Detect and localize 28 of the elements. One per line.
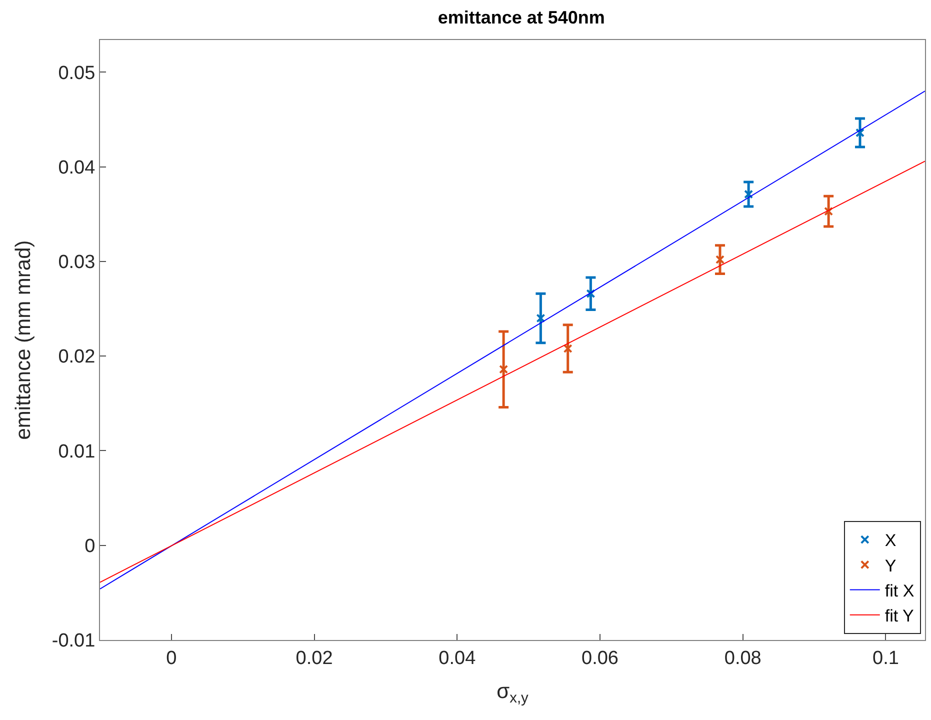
legend-label: fit X: [884, 581, 914, 600]
x-tick-label: 0: [166, 648, 177, 669]
point: [586, 289, 596, 298]
legend-label: Y: [884, 556, 896, 576]
y-tick-label: -0.01: [52, 630, 96, 652]
x-tick-label: 0.08: [724, 648, 762, 669]
point: [824, 206, 834, 216]
legend-label: X: [884, 531, 896, 550]
y-tick-label: 0.01: [58, 441, 96, 462]
point: [536, 314, 546, 323]
x-tick-label: 0.02: [296, 648, 333, 669]
point: [499, 364, 508, 374]
x-tick-label: 0.04: [438, 648, 476, 669]
point: [856, 128, 864, 138]
x-tick-label: 0.06: [582, 648, 618, 669]
point: [716, 255, 724, 264]
point: [563, 344, 572, 354]
y-axis-title: emittance (mm mrad): [12, 240, 36, 440]
y-tick-label: 0.04: [58, 157, 96, 178]
legend-label: fit Y: [884, 606, 914, 626]
y-tick-label: 0.05: [58, 62, 96, 84]
chart-title: emittance at 540nm: [438, 7, 605, 28]
x-axis-title: σ$_{x,y}$: [496, 680, 530, 706]
y-tick-label: 0.03: [58, 252, 96, 274]
y-tick-label: 0: [84, 536, 96, 558]
x-tick-label: 0.1: [872, 648, 899, 669]
y-tick-label: 0.02: [58, 346, 96, 368]
point: [744, 190, 754, 199]
